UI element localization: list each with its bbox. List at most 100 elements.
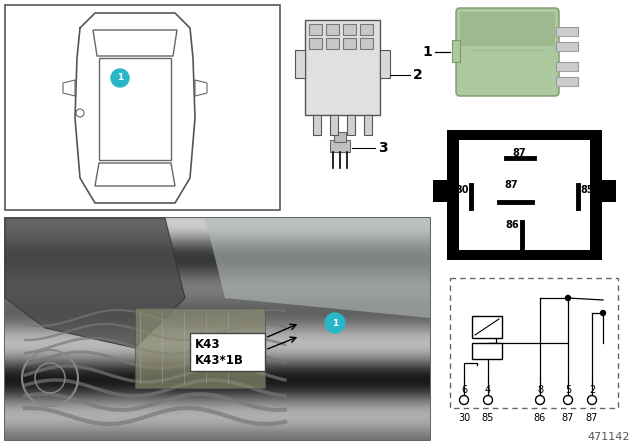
Bar — [5, 387, 430, 388]
Bar — [5, 241, 430, 242]
Bar — [5, 380, 430, 381]
Bar — [5, 315, 430, 316]
Bar — [5, 327, 430, 328]
Bar — [5, 286, 430, 287]
Bar — [5, 406, 430, 407]
Bar — [5, 349, 430, 350]
Bar — [5, 268, 430, 269]
Bar — [5, 382, 430, 383]
Bar — [5, 239, 430, 240]
Bar — [5, 393, 430, 394]
Bar — [326, 24, 339, 35]
Bar — [5, 381, 430, 382]
Bar — [5, 234, 430, 235]
Bar — [5, 351, 430, 352]
Bar — [5, 364, 430, 365]
Bar — [5, 407, 430, 408]
Text: 5: 5 — [565, 385, 571, 395]
Circle shape — [566, 296, 570, 301]
Bar — [5, 324, 430, 325]
Bar — [452, 40, 460, 62]
Text: 1: 1 — [422, 45, 432, 59]
Bar — [5, 384, 430, 385]
Polygon shape — [205, 218, 430, 318]
Bar — [343, 24, 356, 35]
Bar — [5, 399, 430, 400]
Bar — [5, 402, 430, 403]
Bar — [5, 378, 430, 379]
Bar — [5, 367, 430, 368]
Bar — [5, 317, 430, 318]
Bar — [5, 401, 430, 402]
Bar — [5, 278, 430, 279]
Bar — [5, 231, 430, 232]
Bar — [5, 360, 430, 361]
Bar — [5, 379, 430, 380]
Bar — [5, 405, 430, 406]
Bar — [5, 274, 430, 275]
Bar — [5, 414, 430, 415]
Bar — [556, 77, 578, 86]
Bar — [309, 24, 322, 35]
Bar — [5, 362, 430, 363]
Bar — [5, 422, 430, 423]
Bar — [5, 262, 430, 263]
Bar — [5, 218, 430, 440]
Text: 471142: 471142 — [588, 432, 630, 442]
Bar — [5, 270, 430, 271]
Bar — [5, 288, 430, 289]
Bar — [5, 289, 430, 290]
Bar — [5, 266, 430, 267]
Bar — [5, 424, 430, 425]
Bar — [5, 331, 430, 332]
Bar — [5, 293, 430, 294]
Text: 87: 87 — [562, 413, 574, 423]
Bar — [5, 243, 430, 244]
Text: K43*1B: K43*1B — [195, 353, 244, 366]
Text: 4: 4 — [485, 385, 491, 395]
Bar — [5, 290, 430, 291]
Bar — [5, 292, 430, 293]
Bar — [556, 62, 578, 71]
Bar — [5, 255, 430, 256]
Bar — [5, 221, 430, 222]
Bar — [5, 394, 430, 395]
Bar — [5, 314, 430, 315]
Bar — [5, 223, 430, 224]
Bar — [5, 432, 430, 433]
Bar — [5, 287, 430, 288]
Bar — [5, 397, 430, 398]
Bar — [5, 229, 430, 230]
Bar — [5, 259, 430, 260]
Bar — [5, 329, 430, 330]
Bar — [5, 416, 430, 417]
Bar — [5, 337, 430, 338]
Bar — [5, 264, 430, 265]
Bar — [5, 353, 430, 354]
Bar — [5, 303, 430, 304]
Bar — [5, 295, 430, 296]
Bar — [5, 330, 430, 331]
Bar — [5, 385, 430, 386]
Bar — [5, 263, 430, 264]
Bar — [5, 427, 430, 428]
Bar — [5, 309, 430, 310]
Bar — [5, 261, 430, 262]
Bar — [5, 415, 430, 416]
Bar — [5, 417, 430, 418]
Bar — [5, 5, 280, 210]
Bar — [5, 267, 430, 268]
Bar — [5, 240, 430, 241]
Bar — [472, 316, 502, 338]
Text: 30: 30 — [456, 185, 469, 195]
Bar — [5, 348, 430, 349]
Bar — [5, 233, 430, 234]
Bar — [330, 140, 350, 152]
Bar — [5, 438, 430, 439]
Bar — [5, 249, 430, 250]
Bar — [5, 226, 430, 227]
Text: 1: 1 — [117, 73, 123, 82]
Bar — [5, 277, 430, 278]
Bar — [5, 294, 430, 295]
Bar — [5, 253, 430, 254]
